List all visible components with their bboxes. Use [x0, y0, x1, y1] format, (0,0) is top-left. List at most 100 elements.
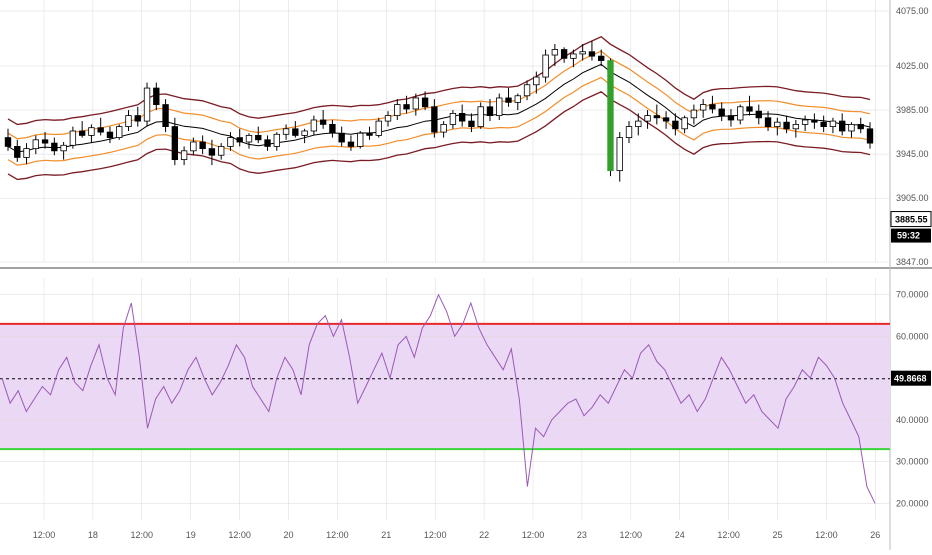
candle-body: [848, 123, 855, 132]
candle-body: [718, 108, 725, 116]
candle-body: [162, 104, 169, 127]
candle: [755, 104, 762, 125]
candle: [227, 132, 234, 151]
candle: [134, 106, 141, 127]
candle-body: [23, 148, 30, 158]
candle: [264, 135, 271, 151]
candle-body: [190, 141, 197, 152]
candle-body: [69, 130, 77, 146]
time-tick-label: 24: [675, 530, 685, 540]
candle-body: [727, 115, 735, 121]
rsi-tick-label: 70.0000: [896, 290, 929, 300]
candle: [709, 95, 716, 114]
price-tick-label: 4075.00: [896, 6, 929, 16]
candle: [699, 99, 707, 118]
candle: [523, 80, 531, 101]
price-tick-label: 3945.00: [896, 149, 929, 159]
candle-body: [143, 87, 151, 122]
candle: [820, 115, 827, 133]
candle-body: [496, 97, 503, 116]
candle: [449, 110, 457, 129]
candle: [598, 49, 605, 67]
candle: [551, 44, 559, 67]
rsi-axis: 20.0000 30.0000 40.0000 60.0000 70.0000 49.86…: [891, 290, 931, 508]
candle-body: [357, 132, 364, 147]
time-tick-label: 20: [283, 530, 293, 540]
candle: [4, 128, 12, 151]
candle: [125, 110, 132, 131]
rsi-tick-label: 40.0000: [896, 415, 929, 425]
candle-body: [866, 128, 874, 144]
candle-body: [88, 127, 95, 136]
candle: [310, 115, 318, 136]
candle-body: [273, 133, 280, 147]
candle: [255, 126, 262, 144]
candle: [514, 93, 521, 111]
candle-body: [134, 115, 141, 122]
candle-body: [681, 117, 688, 130]
candle-body: [699, 104, 707, 111]
candle-body: [579, 51, 586, 55]
candle-body: [347, 141, 355, 147]
rsi-tick-label: 30.0000: [896, 457, 929, 467]
candle: [440, 121, 447, 138]
basis-line: [7, 63, 871, 153]
candle-body: [375, 120, 382, 136]
time-tick-label: 19: [186, 530, 196, 540]
candle: [496, 93, 503, 120]
candle-body: [78, 130, 86, 136]
candle: [672, 113, 679, 136]
candle: [319, 110, 327, 129]
candle: [848, 122, 855, 138]
candle-body: [477, 106, 484, 127]
candle: [51, 137, 58, 156]
candle-body: [458, 112, 466, 122]
candle-body: [672, 120, 679, 130]
candle: [764, 111, 772, 131]
candle-body: [264, 139, 271, 147]
time-tick-label: 23: [577, 530, 587, 540]
candle: [32, 135, 39, 155]
countdown-badge: [891, 228, 931, 243]
candle-body: [635, 120, 642, 127]
candle-body: [551, 49, 559, 56]
candle-body: [588, 51, 596, 57]
candle: [486, 99, 494, 122]
candle: [171, 117, 179, 166]
candle-body: [839, 120, 846, 132]
candle-body: [208, 148, 216, 156]
countdown-label: 59:32: [897, 231, 920, 241]
candle: [783, 115, 790, 134]
candle: [681, 115, 688, 134]
candle-body: [653, 115, 660, 119]
candle: [801, 115, 809, 131]
candle: [829, 117, 837, 134]
candle-body: [783, 121, 790, 130]
candle-body: [51, 142, 58, 152]
candle: [143, 82, 151, 127]
candle-body: [14, 146, 21, 158]
candle: [153, 82, 160, 111]
candle: [588, 40, 596, 61]
candle-body: [97, 127, 104, 133]
candle-body: [440, 123, 447, 133]
candle-body: [625, 126, 633, 139]
price-tick-label: 3847.00: [896, 257, 929, 267]
candle-body: [329, 123, 336, 134]
candle: [88, 124, 95, 144]
time-tick-label: 26: [870, 530, 880, 540]
time-tick-label: 12:00: [620, 530, 643, 540]
candle-body: [236, 137, 243, 143]
candle: [579, 44, 586, 61]
candle-body: [746, 106, 753, 112]
candle-body: [319, 119, 327, 125]
candle-body: [227, 137, 234, 147]
candle: [301, 128, 308, 144]
candle: [366, 126, 373, 140]
lower-inner-band: [7, 76, 871, 166]
candle-body: [116, 126, 123, 139]
candle-body: [616, 137, 623, 172]
candle: [394, 99, 401, 120]
candle-body: [301, 130, 308, 136]
